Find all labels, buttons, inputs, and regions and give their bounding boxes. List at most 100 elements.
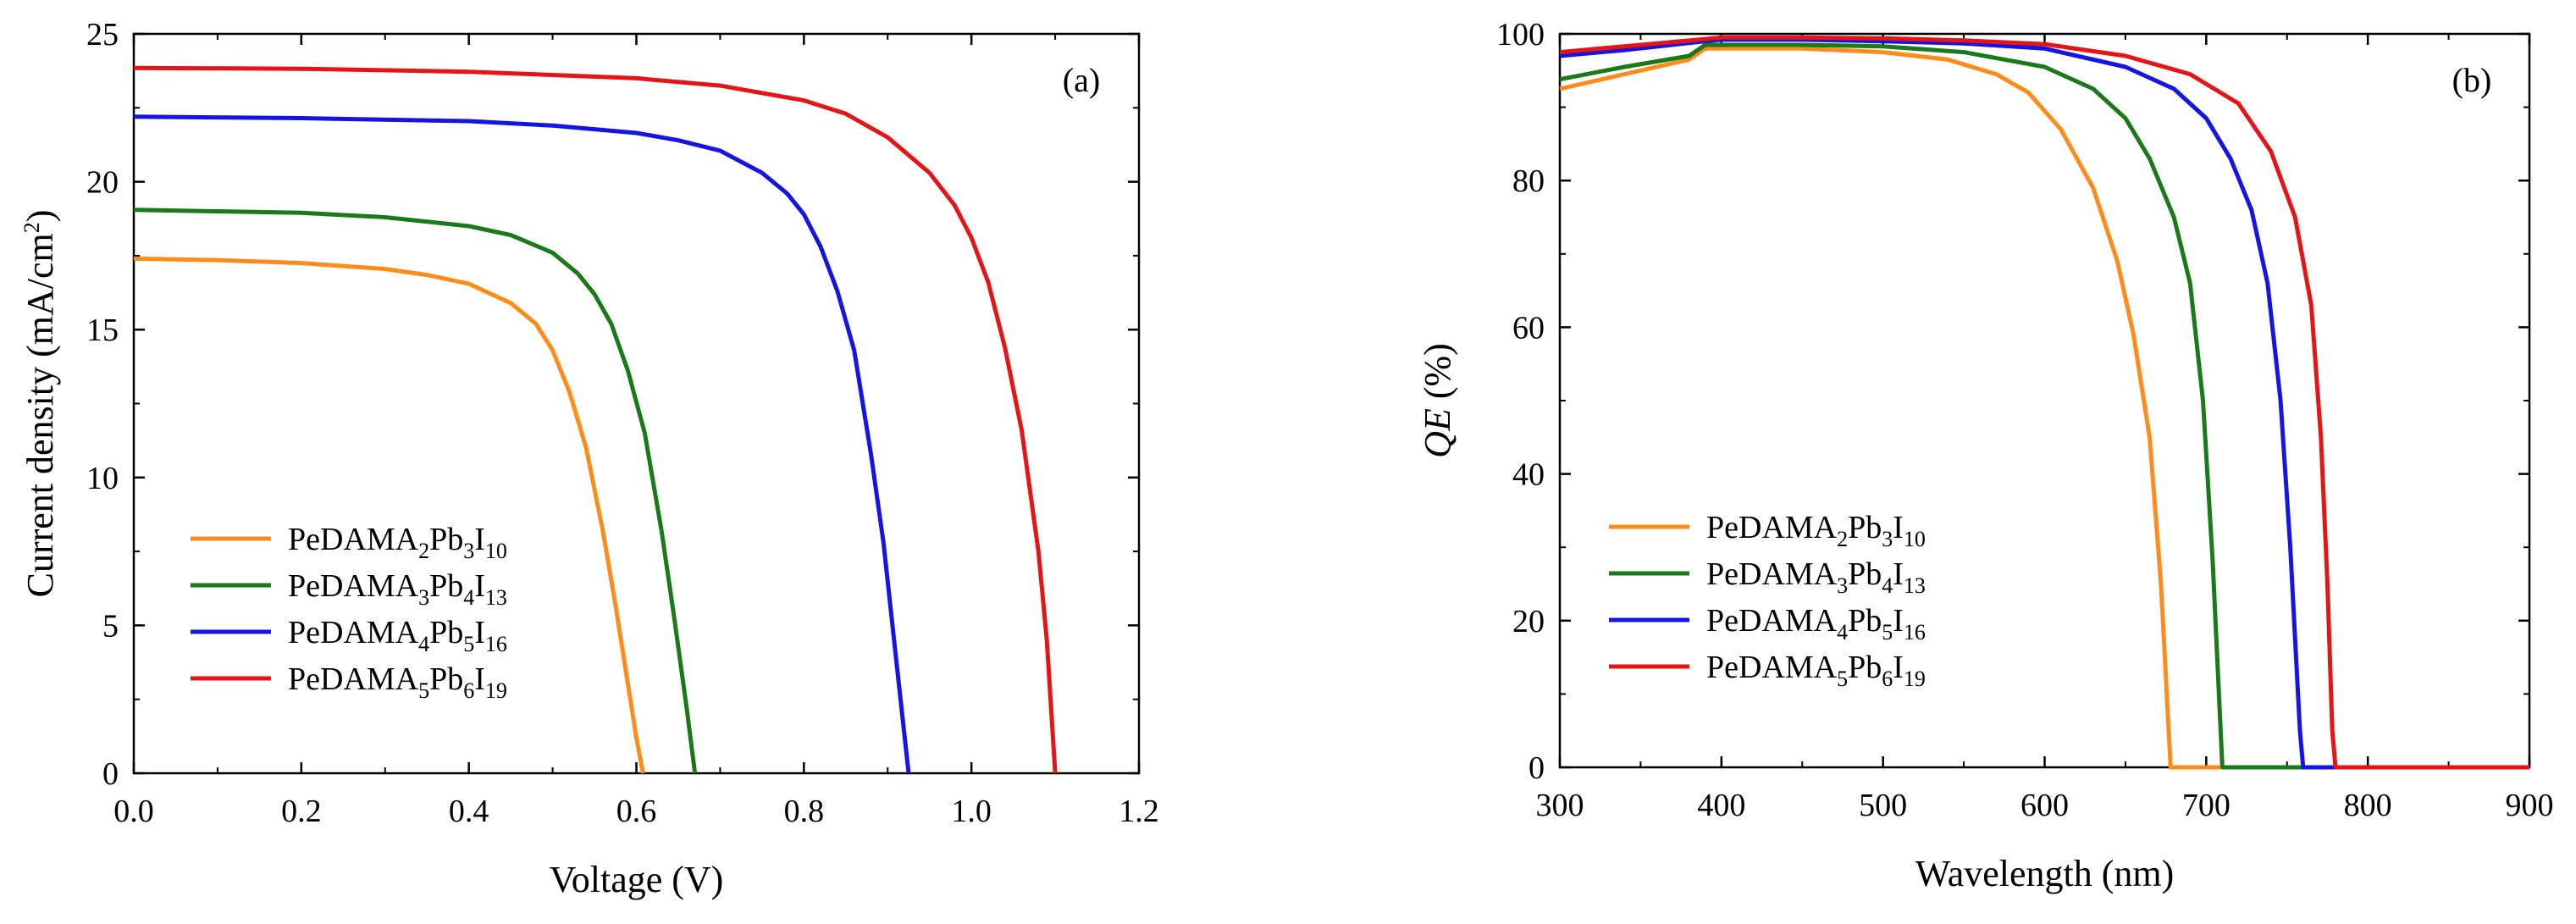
y-tick-label: 100 (1496, 17, 1545, 53)
x-tick-label: 0.6 (616, 794, 657, 829)
y-tick-label: 10 (86, 461, 119, 496)
legend-subscript: 5 (418, 678, 429, 703)
legend-text-part: Pb (429, 568, 463, 604)
legend-label-PeDAMA5Pb6I19: PeDAMA5Pb6I19 (1706, 650, 1926, 691)
x-axis-title: Voltage (V) (550, 859, 724, 900)
legend-subscript: 3 (1837, 573, 1848, 598)
legend-text-part: PeDAMA (288, 568, 419, 604)
legend-text-part: I (474, 661, 485, 697)
panel-b-chart: 300 400 500 600 700 800 900020406080100PeDAMA2… (1417, 17, 2554, 894)
x-tick-label: 0.4 (449, 794, 489, 829)
y-axis-title-main: QE (1417, 408, 1458, 458)
y-axis-title: Current density (mA/cm2) (19, 210, 61, 598)
legend-text-part: I (1893, 510, 1904, 545)
legend-text-part: Pb (429, 615, 463, 650)
y-axis-title-end: ) (19, 210, 61, 223)
legend-label-PeDAMA4Pb5I16: PeDAMA4Pb5I16 (1706, 603, 1926, 645)
legend-text-part: Pb (1848, 603, 1882, 639)
series-line-PeDAMA3Pb4I13 (133, 207, 698, 774)
x-tick-label: 0.8 (784, 794, 825, 829)
legend-text-part: I (474, 568, 485, 604)
series-line-PeDAMA2Pb3I10 (1559, 46, 2529, 770)
x-tick-label: 900 (2506, 788, 2554, 823)
legend-text-part: Pb (1848, 510, 1882, 545)
legend-text-part: PeDAMA (1706, 556, 1838, 592)
legend-subscript: 5 (1837, 667, 1848, 691)
legend-text-part: PeDAMA (1706, 603, 1838, 639)
panel-label: (a) (1063, 61, 1100, 99)
legend-text-part: Pb (1848, 650, 1882, 685)
legend-text-part: PeDAMA (288, 661, 419, 697)
y-tick-label: 20 (1512, 604, 1545, 639)
y-tick-label: 15 (86, 313, 119, 348)
y-tick-label: 0 (102, 756, 119, 792)
legend-label-PeDAMA3Pb4I13: PeDAMA3Pb4I13 (1706, 556, 1926, 598)
legend-text-part: Pb (1848, 556, 1882, 592)
y-tick-label: 80 (1512, 163, 1545, 199)
legend-subscript: 3 (463, 539, 474, 563)
legend-subscript: 16 (1904, 620, 1926, 645)
y-axis-title-superscript: 2 (19, 222, 44, 233)
legend-label-PeDAMA2Pb3I10: PeDAMA2Pb3I10 (288, 522, 507, 563)
legend-text-part: Pb (429, 522, 463, 557)
x-tick-label: 500 (1859, 788, 1907, 823)
series-line-PeDAMA3Pb4I13 (1559, 42, 2529, 770)
series-line-PeDAMA2Pb3I10 (133, 256, 645, 774)
y-tick-label: 20 (86, 165, 119, 201)
legend-label-PeDAMA5Pb6I19: PeDAMA5Pb6I19 (288, 661, 507, 703)
legend-subscript: 5 (463, 632, 474, 656)
y-axis-title-end: (%) (1417, 343, 1458, 408)
legend-text-part: I (474, 615, 485, 650)
y-tick-label: 40 (1512, 457, 1545, 493)
legend-subscript: 4 (1882, 573, 1893, 598)
legend-subscript: 6 (463, 678, 474, 703)
legend-subscript: 5 (1882, 620, 1893, 645)
legend-subscript: 10 (1904, 527, 1926, 551)
y-tick-label: 25 (86, 17, 119, 53)
legend-text-part: PeDAMA (288, 522, 419, 557)
legend-label-PeDAMA4Pb5I16: PeDAMA4Pb5I16 (288, 615, 507, 656)
legend-text-part: I (1893, 603, 1904, 639)
legend-text-part: PeDAMA (1706, 650, 1838, 685)
legend-subscript: 10 (485, 539, 507, 563)
x-axis-title: Wavelength (nm) (1915, 853, 2175, 894)
x-tick-label: 0.2 (281, 794, 322, 829)
series-line-PeDAMA4Pb5I16 (1559, 37, 2529, 770)
x-tick-label: 1.0 (951, 794, 992, 829)
legend-subscript: 2 (1837, 527, 1848, 551)
legend-subscript: 13 (485, 585, 507, 610)
x-tick-label: 600 (2020, 788, 2069, 823)
panel-label: (b) (2452, 61, 2492, 99)
legend-text-part: Pb (429, 661, 463, 697)
series-line-PeDAMA4Pb5I16 (133, 114, 911, 774)
legend-subscript: 19 (1904, 667, 1926, 691)
legend-label-PeDAMA3Pb4I13: PeDAMA3Pb4I13 (288, 568, 507, 610)
legend-text-part: I (474, 522, 485, 557)
legend-subscript: 6 (1882, 667, 1893, 691)
legend-subscript: 4 (1837, 620, 1848, 645)
y-tick-label: 60 (1512, 310, 1545, 346)
legend-subscript: 3 (1882, 527, 1893, 551)
legend-subscript: 4 (418, 632, 429, 656)
legend-text-part: PeDAMA (288, 615, 419, 650)
x-tick-label: 300 (1536, 788, 1584, 823)
legend-subscript: 13 (1904, 573, 1926, 598)
legend-subscript: 19 (485, 678, 507, 703)
legend-subscript: 2 (418, 539, 429, 563)
legend-subscript: 3 (418, 585, 429, 610)
panel-a-chart: 0.0 0.2 0.4 0.6 0.8 1.0 1.20510152025PeDAMA2Pb… (19, 17, 1159, 900)
legend-label-PeDAMA2Pb3I10: PeDAMA2Pb3I10 (1706, 510, 1926, 551)
series-line-PeDAMA5Pb6I19 (1559, 35, 2529, 770)
y-axis-title: QE (%) (1417, 343, 1458, 458)
legend-text-part: I (1893, 650, 1904, 685)
x-tick-label: 700 (2182, 788, 2231, 823)
x-tick-label: 800 (2344, 788, 2392, 823)
x-tick-label: 400 (1697, 788, 1745, 823)
y-tick-label: 0 (1528, 750, 1545, 786)
plot-frame (1558, 32, 2531, 769)
y-axis-title-main: Current density (mA/cm (19, 233, 61, 597)
x-tick-label: 1.2 (1119, 794, 1159, 829)
legend-text-part: I (1893, 556, 1904, 592)
legend-subscript: 4 (463, 585, 474, 610)
